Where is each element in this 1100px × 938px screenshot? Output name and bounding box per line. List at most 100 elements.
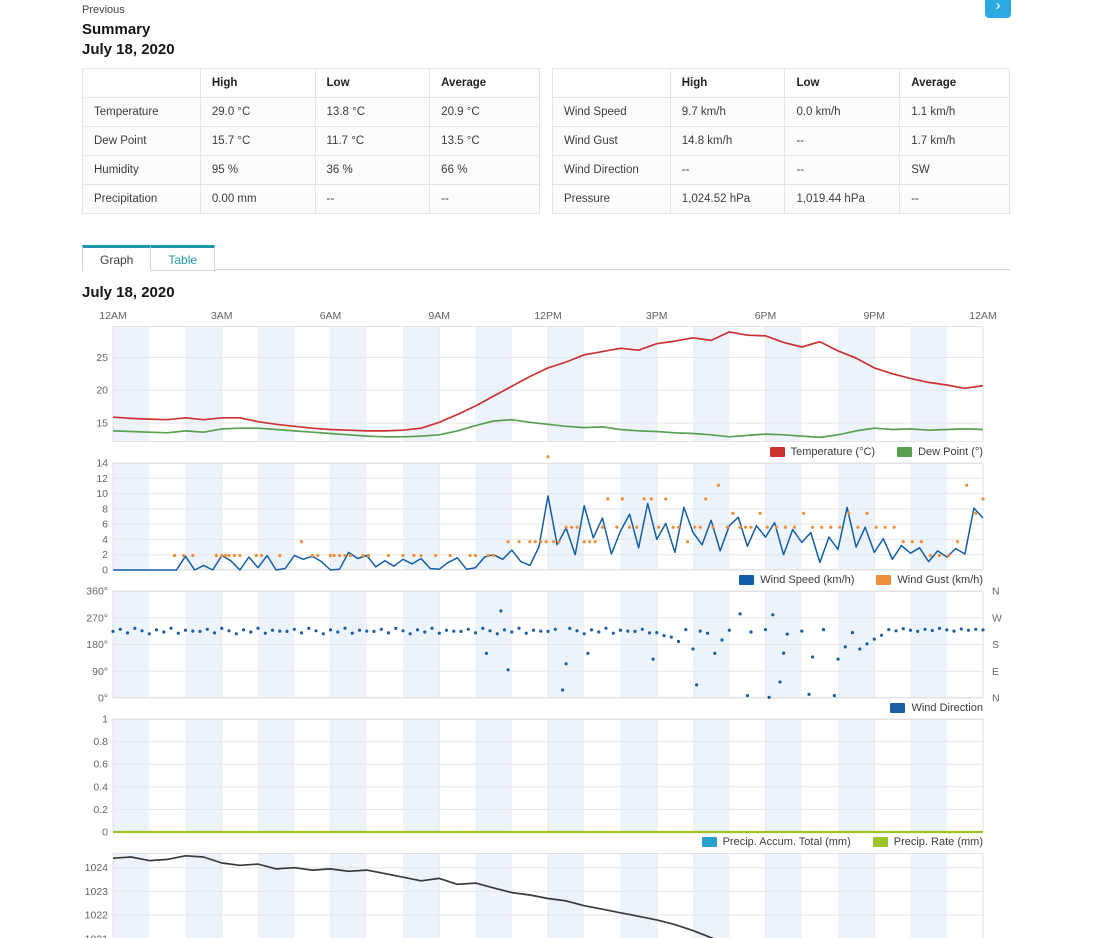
time-axis-label: 3AM (210, 310, 233, 322)
svg-text:0.6: 0.6 (93, 759, 108, 771)
legend-item: Temperature (°C) (769, 446, 876, 458)
tab-table[interactable]: Table (151, 245, 216, 271)
time-axis-label: 12PM (534, 310, 562, 322)
svg-text:4: 4 (102, 534, 108, 546)
row-label: Dew Point (82, 126, 201, 156)
legend-label: Temperature (°C) (790, 446, 876, 458)
summary-tables: High Low Average Temperature 29.0 °C 13.… (82, 68, 1010, 214)
table-cell: 14.8 km/h (669, 126, 786, 156)
row-label: Humidity (82, 155, 201, 185)
svg-text:6: 6 (102, 519, 108, 531)
row-label: Wind Speed (552, 97, 671, 127)
time-axis-label: 3PM (645, 310, 668, 322)
time-axis-label: 9PM (863, 310, 886, 322)
table-row-wind-speed: Wind Speed 9.7 km/h 0.0 km/h 1.1 km/h (552, 97, 1010, 127)
svg-text:1022: 1022 (85, 910, 109, 922)
table-row-humidity: Humidity 95 % 36 % 66 % (82, 155, 540, 185)
precipitation-chart[interactable]: 1 0.8 0.6 0.4 0.2 0 Precip. Accum. Total (mm)… (82, 714, 1010, 851)
legend-label: Precip. Accum. Total (mm) (722, 836, 851, 848)
legend-swatch-icon (769, 447, 785, 457)
legend-label: Precip. Rate (mm) (893, 836, 983, 848)
table-cell: 66 % (429, 155, 540, 185)
row-label: Wind Gust (552, 126, 671, 156)
svg-text:N: N (992, 693, 1000, 705)
legend-item: Dew Point (°) (897, 446, 983, 458)
table-cell: 11.7 °C (314, 126, 431, 156)
table-cell: -- (784, 126, 901, 156)
legend-item: Precip. Rate (mm) (872, 836, 983, 848)
table-cell: 1.1 km/h (899, 97, 1010, 127)
table-row-dew-point: Dew Point 15.7 °C 11.7 °C 13.5 °C (82, 126, 540, 156)
svg-text:90°: 90° (92, 666, 108, 678)
legend-label: Wind Direction (911, 702, 983, 714)
legend-swatch-icon (890, 703, 906, 713)
page-date: July 18, 2020 (82, 41, 175, 58)
table-cell: 36 % (314, 155, 431, 185)
legend-swatch-icon (739, 575, 755, 585)
svg-text:25: 25 (96, 352, 108, 364)
tab-graph[interactable]: Graph (82, 245, 152, 271)
svg-text:10: 10 (96, 488, 108, 500)
legend-swatch-icon (701, 837, 717, 847)
legend-item: Wind Gust (km/h) (876, 574, 983, 586)
table-cell: 0.0 km/h (784, 97, 901, 127)
next-day-button[interactable]: › (985, 0, 1011, 18)
graph-date-heading: July 18, 2020 (82, 284, 175, 301)
legend-swatch-icon (876, 575, 892, 585)
svg-text:0: 0 (102, 827, 108, 839)
table-cell: 0.00 mm (199, 184, 316, 214)
legend-item: Precip. Accum. Total (mm) (701, 836, 851, 848)
legend-item: Wind Speed (km/h) (739, 574, 854, 586)
pressure-chart[interactable]: 10241023102210211020 (82, 853, 1010, 938)
summary-table-left: High Low Average Temperature 29.0 °C 13.… (82, 68, 540, 214)
table-cell: -- (429, 184, 540, 214)
row-label: Wind Direction (552, 155, 671, 185)
svg-text:180°: 180° (86, 639, 108, 651)
table-cell: 9.7 km/h (669, 97, 786, 127)
svg-text:8: 8 (102, 503, 108, 515)
table-row-temperature: Temperature 29.0 °C 13.8 °C 20.9 °C (82, 97, 540, 127)
svg-text:20: 20 (96, 385, 108, 397)
time-axis-label: 12AM (969, 310, 997, 322)
svg-text:0: 0 (102, 565, 108, 577)
column-header-average: Average (429, 68, 540, 98)
temperature-legend: Temperature (°C) Dew Point (°) (82, 443, 983, 461)
svg-text:360°: 360° (86, 586, 108, 598)
time-axis: 12AM 3AM 6AM 9AM 12PM 3PM 6PM 9PM 12AM (82, 310, 1003, 324)
table-cell: 29.0 °C (199, 97, 316, 127)
svg-text:S: S (992, 639, 999, 651)
table-row-wind-direction: Wind Direction -- -- SW (552, 155, 1010, 185)
column-header-low: Low (314, 68, 431, 98)
temperature-chart[interactable]: 25 20 15 Temperature (°C) Dew Point (°) (82, 326, 1010, 461)
summary-table-right: High Low Average Wind Speed 9.7 km/h 0.0… (552, 68, 1010, 214)
column-header-average: Average (899, 68, 1010, 98)
row-label: Pressure (552, 184, 671, 214)
table-cell: 1,024.52 hPa (669, 184, 786, 214)
table-cell: 15.7 °C (199, 126, 316, 156)
table-cell: SW (899, 155, 1010, 185)
svg-text:N: N (992, 586, 1000, 598)
wind-direction-chart[interactable]: 360° 270° 180° 90° 0° N W S E N Wind Direction (82, 586, 1010, 717)
svg-text:0.4: 0.4 (93, 781, 108, 793)
svg-text:E: E (992, 666, 999, 678)
legend-label: Dew Point (°) (918, 446, 983, 458)
svg-text:2: 2 (102, 549, 108, 561)
table-cell: -- (899, 184, 1010, 214)
table-cell: -- (314, 184, 431, 214)
wind-speed-chart[interactable]: 14 12 10 8 6 4 2 0 Wind Speed (km/h) Wind Gust … (82, 455, 1010, 589)
column-header (552, 68, 671, 98)
table-cell: 1.7 km/h (899, 126, 1010, 156)
svg-text:1: 1 (102, 714, 108, 726)
column-header (82, 68, 201, 98)
svg-text:0.2: 0.2 (93, 804, 108, 816)
chevron-right-icon: › (995, 0, 1001, 14)
svg-text:1021: 1021 (85, 933, 109, 938)
svg-text:0.8: 0.8 (93, 736, 108, 748)
previous-link[interactable]: Previous (82, 4, 125, 16)
time-axis-label: 6PM (754, 310, 777, 322)
svg-text:12: 12 (96, 473, 108, 485)
legend-item: Wind Direction (890, 702, 983, 714)
row-label: Precipitation (82, 184, 201, 214)
column-header-high: High (199, 68, 316, 98)
